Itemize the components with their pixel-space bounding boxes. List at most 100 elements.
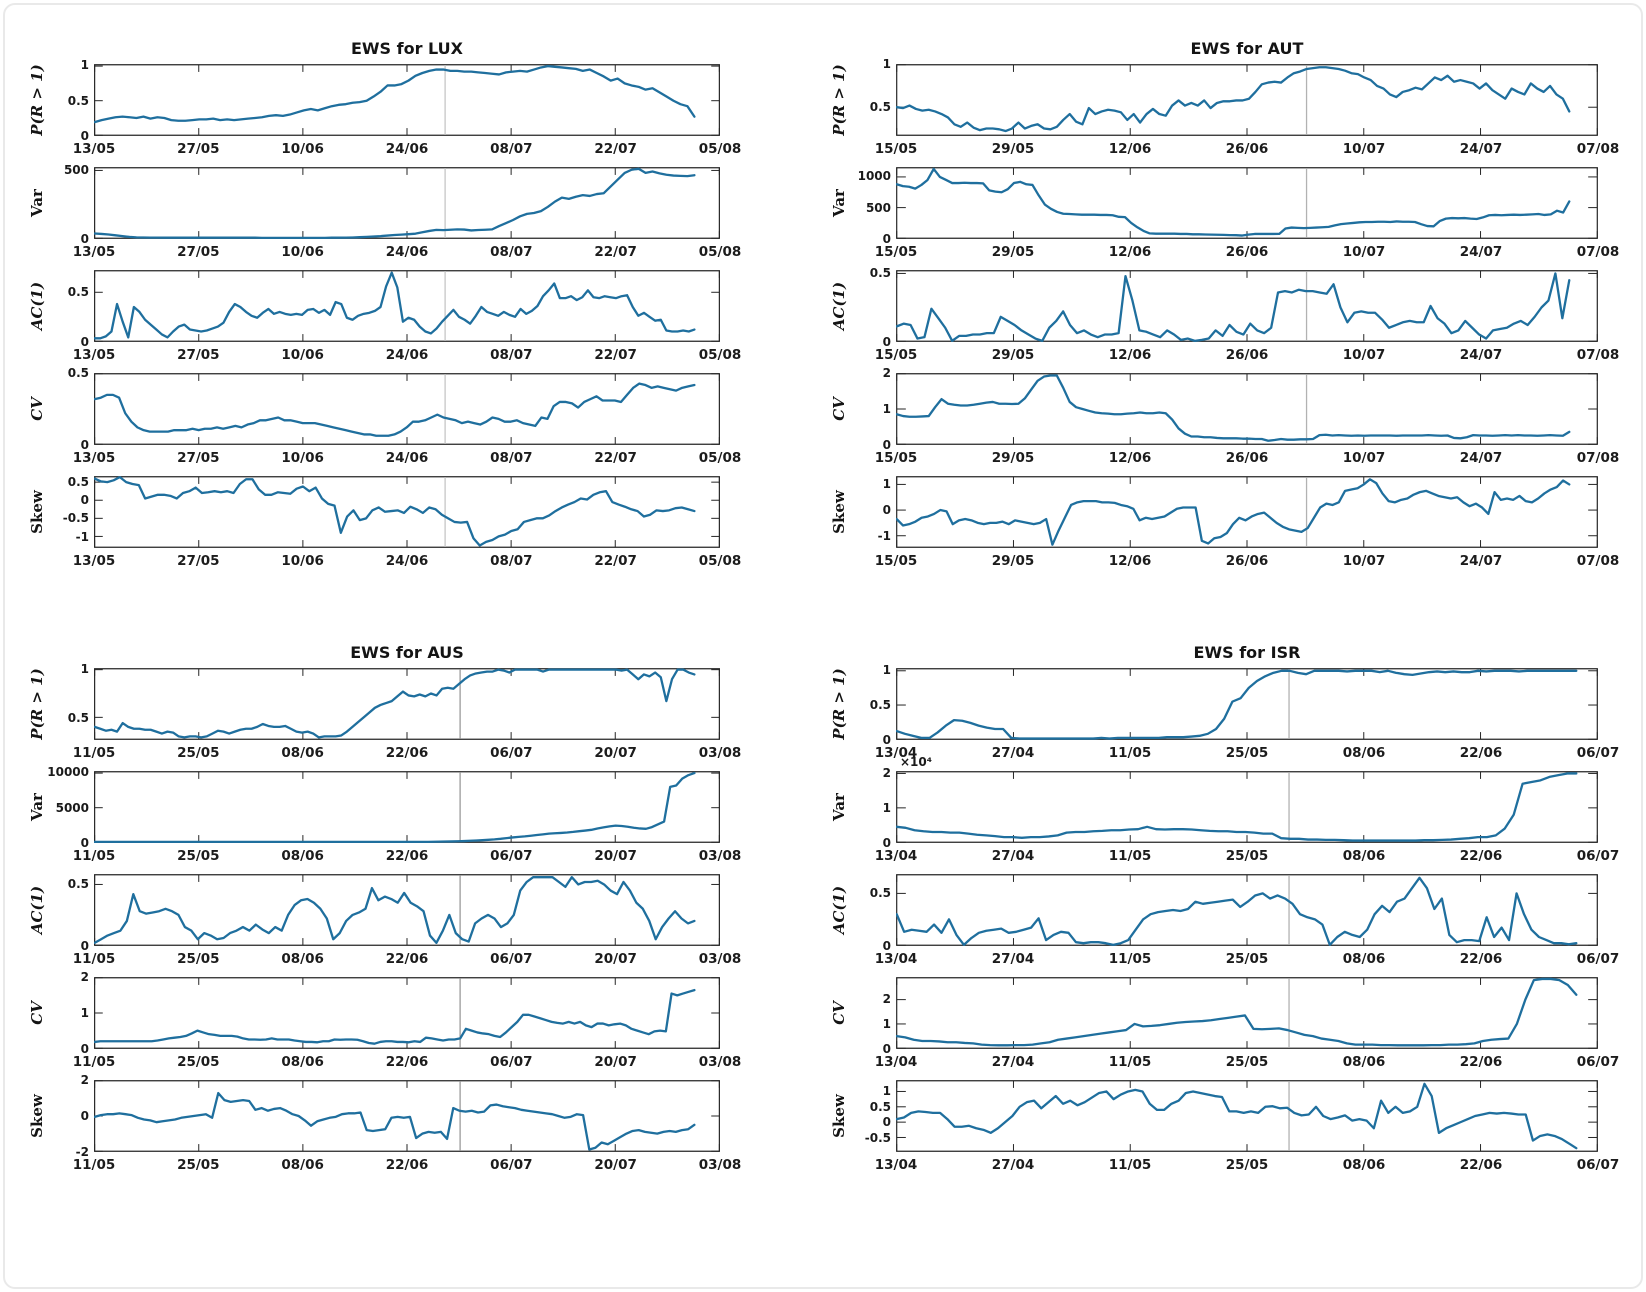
x-tick-label: 03/08 bbox=[698, 848, 742, 864]
x-tick-label: 10/06 bbox=[281, 450, 324, 466]
plot-area bbox=[94, 874, 720, 946]
x-tick-label: 25/05 bbox=[1225, 848, 1269, 864]
plot-area bbox=[896, 476, 1598, 548]
x-tick-label: 15/05 bbox=[874, 553, 918, 569]
x-tick-label: 22/06 bbox=[385, 1157, 429, 1173]
y-tick-label: 0 bbox=[882, 335, 891, 349]
y-tick-label: 0 bbox=[882, 939, 891, 953]
x-tick-label: 20/07 bbox=[594, 951, 637, 967]
subplot-row: P(R > 1) 0.5 1 bbox=[28, 662, 720, 740]
y-tick-label: -0.5 bbox=[62, 511, 89, 526]
y-axis-label: CV bbox=[28, 397, 46, 421]
x-tick-label: 06/07 bbox=[1576, 951, 1620, 967]
plot-svg bbox=[896, 476, 1598, 548]
subplots-container: P(R > 1) 0 0.5 1 13/05 27/05 10/06 24/06 08/07 22… bbox=[28, 58, 742, 579]
y-tick-label: 0 bbox=[80, 1042, 89, 1056]
y-tick-label: 2 bbox=[882, 765, 891, 780]
plot-area bbox=[896, 874, 1598, 946]
x-tick-label: 24/07 bbox=[1459, 141, 1503, 157]
y-axis: CV 0 1 2 bbox=[830, 977, 896, 1056]
x-tick-label: 08/06 bbox=[281, 745, 324, 761]
plot-area bbox=[94, 771, 720, 843]
x-tick-label: 25/05 bbox=[1225, 1157, 1269, 1173]
subplot-row: CV 0 0.5 bbox=[28, 366, 720, 452]
x-tick-label: 06/07 bbox=[490, 745, 533, 761]
plot-svg bbox=[896, 771, 1598, 843]
y-tick-label: 1 bbox=[882, 476, 891, 491]
x-tick-label: 05/08 bbox=[698, 347, 742, 363]
y-tick-label: 0.5 bbox=[869, 886, 891, 901]
x-tick-label: 29/05 bbox=[991, 553, 1035, 569]
x-tick-label: 10/07 bbox=[1342, 347, 1386, 363]
x-tick-label: 06/07 bbox=[1576, 1054, 1620, 1070]
y-tick-label: 1000 bbox=[857, 169, 891, 184]
y-tick-label: 0.5 bbox=[869, 100, 891, 115]
x-tick-label: 06/07 bbox=[490, 1054, 533, 1070]
x-tick-label: 22/06 bbox=[385, 848, 429, 864]
x-tick-label: 07/08 bbox=[1576, 347, 1620, 363]
x-tick-label: 07/08 bbox=[1576, 553, 1620, 569]
x-axis: 15/05 29/05 12/06 26/06 10/07 24/07 07/08 bbox=[875, 239, 1620, 270]
x-axis: 11/05 25/05 08/06 22/06 06/07 20/07 03/08 bbox=[73, 946, 742, 977]
y-tick-label: 1 bbox=[882, 800, 891, 815]
plot-svg bbox=[896, 977, 1598, 1049]
x-tick-label: 22/06 bbox=[385, 745, 429, 761]
subplot-row: CV 0 1 2 bbox=[830, 977, 1598, 1056]
plot-svg bbox=[94, 270, 720, 342]
plot-svg bbox=[896, 874, 1598, 946]
plot-area bbox=[896, 668, 1598, 740]
y-tick-label: 0.5 bbox=[869, 698, 891, 713]
x-tick-label: 22/06 bbox=[385, 951, 429, 967]
x-tick-label: 27/04 bbox=[991, 1054, 1035, 1070]
x-tick-label: 15/05 bbox=[874, 450, 918, 466]
y-tick-label: 0 bbox=[882, 1042, 891, 1056]
x-tick-label: 15/05 bbox=[874, 347, 918, 363]
y-tick-label: 0.5 bbox=[67, 876, 89, 891]
y-axis: AC(1) 0 0.5 bbox=[28, 270, 94, 349]
y-tick-label: 0.5 bbox=[869, 1099, 891, 1114]
y-tick-label: 0 bbox=[80, 836, 89, 850]
x-tick-label: 27/05 bbox=[177, 244, 220, 260]
plot-area bbox=[94, 270, 720, 342]
x-tick-label: 26/06 bbox=[1225, 141, 1269, 157]
x-tick-label: 08/06 bbox=[281, 1054, 324, 1070]
x-axis: 11/05 25/05 08/06 22/06 06/07 20/07 03/08 bbox=[73, 740, 742, 771]
x-tick-label: 11/05 bbox=[1108, 745, 1152, 761]
plot-area bbox=[896, 1080, 1598, 1152]
x-tick-label: 08/06 bbox=[1342, 848, 1386, 864]
x-tick-label: 08/07 bbox=[490, 244, 533, 260]
x-tick-label: 10/06 bbox=[281, 141, 324, 157]
subplot-row: AC(1) 0 0.5 bbox=[28, 874, 720, 953]
x-tick-label: 05/08 bbox=[698, 141, 742, 157]
x-tick-label: 22/07 bbox=[594, 450, 637, 466]
plot-area bbox=[896, 373, 1598, 445]
x-tick-label: 22/07 bbox=[594, 347, 637, 363]
subplot-row: Var 0 5000 10000 bbox=[28, 765, 720, 850]
x-tick-label: 22/07 bbox=[594, 244, 637, 260]
y-tick-label: 1 bbox=[80, 661, 89, 676]
y-tick-label: 1 bbox=[882, 1083, 891, 1098]
y-axis: Skew -2 0 2 bbox=[28, 1073, 94, 1159]
x-tick-label: 13/04 bbox=[874, 848, 918, 864]
x-axis: 13/05 27/05 10/06 24/06 08/07 22/07 05/08 bbox=[73, 239, 742, 270]
plot-svg bbox=[94, 476, 720, 548]
y-tick-label: 0 bbox=[80, 939, 89, 953]
x-tick-label: 26/06 bbox=[1225, 450, 1269, 466]
y-axis: CV 0 1 2 bbox=[830, 366, 896, 452]
plot-area bbox=[94, 977, 720, 1049]
x-tick-label: 11/05 bbox=[1108, 951, 1152, 967]
x-tick-label: 24/07 bbox=[1459, 553, 1503, 569]
y-tick-label: 2 bbox=[882, 992, 891, 1007]
plot-area bbox=[896, 977, 1598, 1049]
x-tick-label: 08/07 bbox=[490, 141, 533, 157]
x-tick-label: 11/05 bbox=[1108, 1054, 1152, 1070]
x-tick-label: 25/05 bbox=[177, 951, 220, 967]
x-axis: 13/05 27/05 10/06 24/06 08/07 22/07 05/08 bbox=[73, 136, 742, 167]
x-tick-label: 22/06 bbox=[1459, 1157, 1503, 1173]
x-tick-label: 29/05 bbox=[991, 244, 1035, 260]
y-axis: P(R > 1) 0 0.5 1 bbox=[28, 58, 94, 143]
x-tick-label: 12/06 bbox=[1108, 450, 1152, 466]
y-axis: Skew 0.5 0 -0.5 -1 bbox=[28, 475, 94, 548]
y-tick-label: 2 bbox=[882, 366, 891, 380]
panel-ews-lux: EWS for LUX P(R > 1) 0 0.5 1 13/05 27/05 10/06… bbox=[28, 38, 742, 579]
